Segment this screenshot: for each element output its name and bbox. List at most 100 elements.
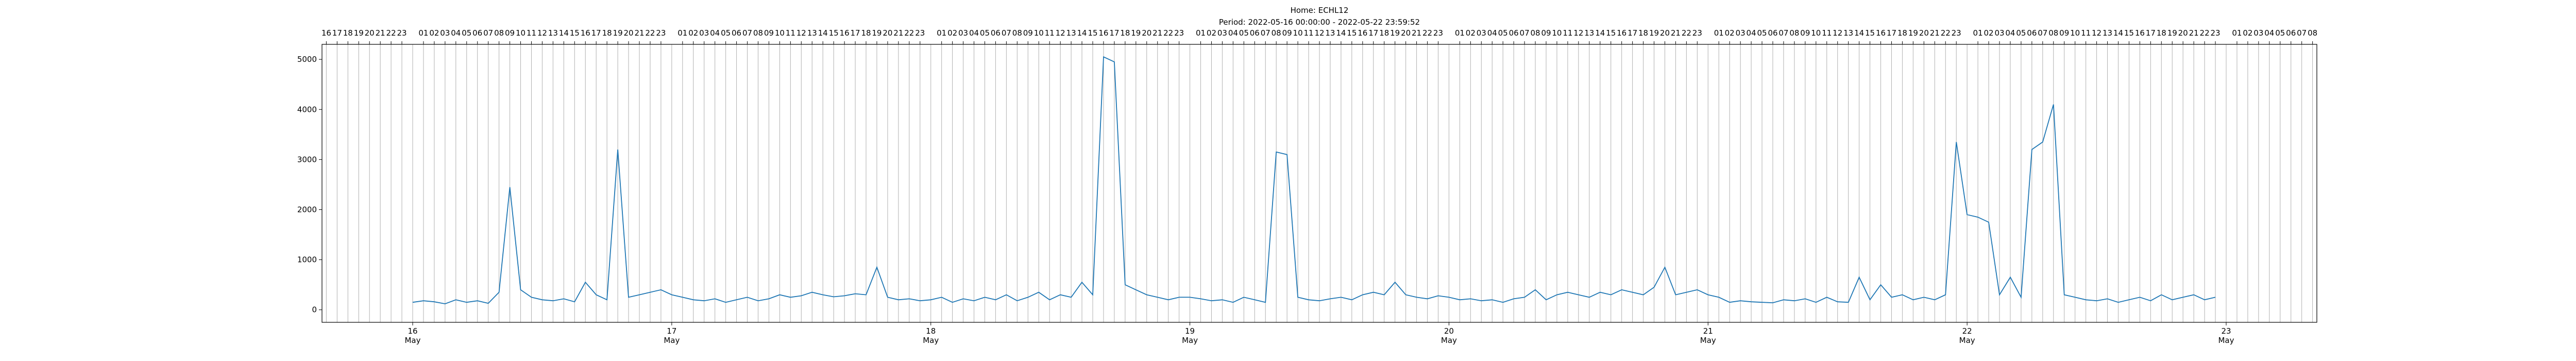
y-tick-label: 1000 [297, 255, 317, 265]
x2-tick-label: 18 [2157, 28, 2166, 38]
x2-tick-label: 12 [796, 28, 806, 38]
x2-tick-label: 10 [1034, 28, 1044, 38]
data-line [412, 56, 2216, 305]
x2-tick-label: 06 [732, 28, 741, 38]
x2-tick-label: 12 [537, 28, 547, 38]
x2-tick-label: 05 [462, 28, 471, 38]
x2-tick-label: 12 [1573, 28, 1583, 38]
x2-tick-label: 23 [1174, 28, 1184, 38]
x2-tick-label: 15 [1347, 28, 1357, 38]
x2-tick-label: 20 [883, 28, 892, 38]
x2-tick-label: 08 [1789, 28, 1799, 38]
x2-tick-label: 06 [2027, 28, 2037, 38]
x2-tick-label: 20 [2178, 28, 2188, 38]
x2-tick-label: 12 [2092, 28, 2102, 38]
x2-tick-label: 21 [634, 28, 644, 38]
y-tick-label: 3000 [297, 155, 317, 164]
x2-tick-label: 15 [2124, 28, 2134, 38]
x2-tick-label: 23 [656, 28, 666, 38]
x2-tick-label: 08 [753, 28, 763, 38]
x2-tick-label: 16 [321, 28, 331, 38]
x2-tick-label: 17 [332, 28, 342, 38]
x2-tick-label: 11 [1304, 28, 1314, 38]
x2-tick-label: 23 [1433, 28, 1443, 38]
x2-tick-label: 12 [1056, 28, 1065, 38]
x2-tick-label: 23 [397, 28, 407, 38]
x2-tick-label: 15 [1865, 28, 1875, 38]
x2-tick-label: 03 [1477, 28, 1486, 38]
x2-tick-label: 23 [1692, 28, 1702, 38]
x-tick-label: 19 May [1182, 326, 1198, 345]
x2-tick-label: 07 [1778, 28, 1788, 38]
chart-title: Home: ECHL12 [1291, 6, 1349, 15]
x2-tick-label: 15 [829, 28, 839, 38]
x2-tick-label: 10 [775, 28, 785, 38]
x2-tick-label: 04 [1228, 28, 1238, 38]
x2-tick-label: 05 [1498, 28, 1508, 38]
x2-tick-label: 01 [1973, 28, 1983, 38]
x2-tick-label: 20 [1919, 28, 1929, 38]
x2-tick-label: 09 [1800, 28, 1810, 38]
x2-tick-label: 04 [710, 28, 720, 38]
x2-tick-label: 04 [969, 28, 979, 38]
x2-tick-label: 12 [1833, 28, 1842, 38]
x2-tick-label: 03 [958, 28, 968, 38]
x2-tick-label: 03 [2253, 28, 2263, 38]
x2-tick-label: 17 [1628, 28, 1637, 38]
x2-tick-label: 16 [1617, 28, 1626, 38]
x2-tick-label: 21 [2189, 28, 2199, 38]
x2-tick-label: 21 [1930, 28, 1940, 38]
x-tick-label: 23 May [2218, 326, 2234, 345]
x2-tick-label: 20 [1660, 28, 1670, 38]
x-tick-label: 20 May [1441, 326, 1457, 345]
x2-tick-label: 09 [764, 28, 774, 38]
x2-tick-label: 06 [991, 28, 1001, 38]
x2-tick-label: 22 [2200, 28, 2210, 38]
x2-tick-label: 01 [937, 28, 946, 38]
x2-tick-label: 18 [1897, 28, 1907, 38]
plot-frame [321, 44, 2317, 323]
x2-tick-label: 18 [1638, 28, 1648, 38]
x2-tick-label: 19 [613, 28, 623, 38]
x2-tick-label: 01 [418, 28, 428, 38]
x2-tick-label: 14 [1336, 28, 1346, 38]
x2-tick-label: 22 [904, 28, 914, 38]
x2-tick-label: 01 [677, 28, 687, 38]
x2-tick-label: 18 [1379, 28, 1389, 38]
x2-tick-label: 03 [1217, 28, 1227, 38]
x2-tick-label: 10 [1552, 28, 1562, 38]
x2-tick-label: 16 [840, 28, 850, 38]
x2-tick-label: 11 [1045, 28, 1055, 38]
x2-tick-label: 02 [1466, 28, 1476, 38]
x2-tick-label: 13 [2103, 28, 2112, 38]
x2-tick-label: 06 [2286, 28, 2296, 38]
x2-tick-label: 14 [1077, 28, 1087, 38]
x2-tick-label: 09 [1023, 28, 1033, 38]
x2-tick-label: 11 [786, 28, 795, 38]
x2-tick-label: 05 [1239, 28, 1249, 38]
x2-tick-label: 07 [1261, 28, 1270, 38]
x2-tick-label: 08 [2048, 28, 2058, 38]
x2-tick-label: 16 [1098, 28, 1108, 38]
x2-tick-label: 21 [1671, 28, 1681, 38]
x2-tick-label: 19 [872, 28, 882, 38]
x2-tick-label: 22 [1163, 28, 1173, 38]
x2-tick-label: 19 [1131, 28, 1141, 38]
x2-tick-label: 05 [721, 28, 731, 38]
x2-tick-label: 08 [1012, 28, 1022, 38]
x2-tick-label: 23 [915, 28, 925, 38]
x2-tick-label: 07 [1520, 28, 1530, 38]
x2-tick-label: 23 [1952, 28, 1961, 38]
x2-tick-label: 07 [2297, 28, 2307, 38]
x2-tick-label: 16 [2135, 28, 2145, 38]
x2-tick-label: 10 [2070, 28, 2080, 38]
x2-tick-label: 04 [2264, 28, 2274, 38]
x2-tick-label: 07 [483, 28, 493, 38]
x2-tick-label: 06 [1768, 28, 1777, 38]
x2-tick-label: 11 [1563, 28, 1572, 38]
x2-tick-label: 16 [1876, 28, 1886, 38]
x2-tick-label: 15 [570, 28, 580, 38]
x2-tick-label: 05 [980, 28, 990, 38]
